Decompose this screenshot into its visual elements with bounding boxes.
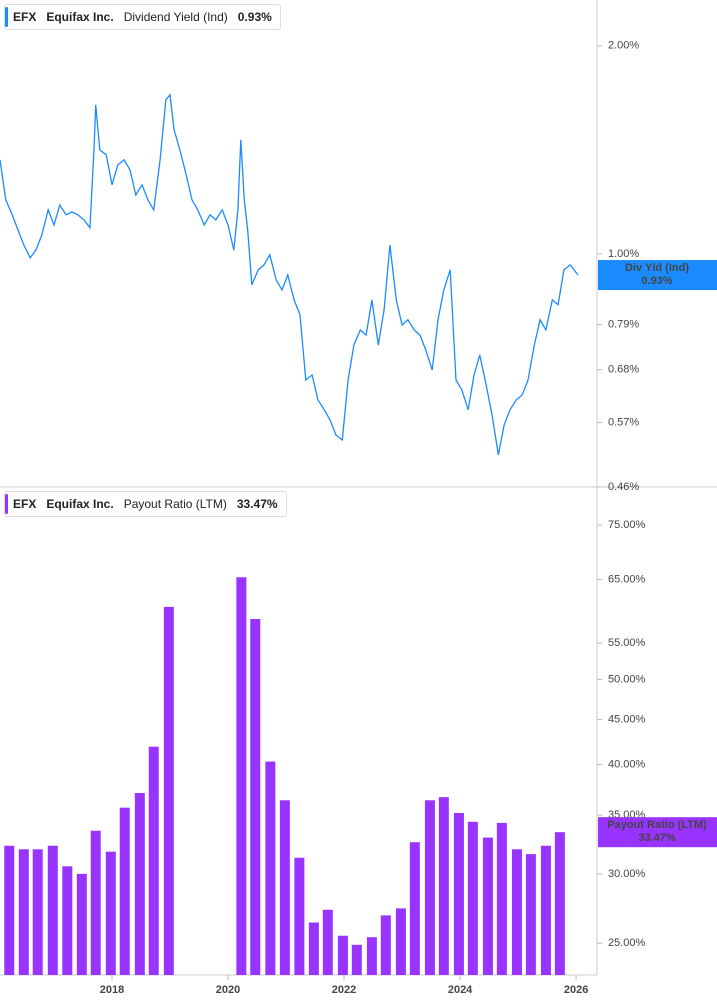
bar: [554, 832, 565, 975]
value-badge: Payout Ratio (LTM)33.47%: [598, 817, 717, 848]
bar: [366, 937, 377, 975]
legend-swatch: [5, 7, 8, 27]
bar: [511, 849, 522, 975]
legend-swatch: [5, 494, 8, 514]
badge-bg: [598, 260, 717, 291]
badge-name: Payout Ratio (LTM): [607, 819, 707, 831]
y-tick-label: 0.68%: [608, 364, 639, 376]
y-tick-label: 40.00%: [608, 758, 646, 770]
y-tick-label: 25.00%: [608, 937, 646, 949]
company: Equifax Inc.: [46, 10, 114, 24]
bar: [380, 915, 391, 975]
bar: [351, 944, 362, 975]
x-tick-label: 2024: [448, 984, 473, 996]
bar: [467, 821, 478, 975]
company: Equifax Inc.: [46, 497, 114, 511]
badge-bg: [598, 817, 717, 848]
bar: [148, 746, 159, 975]
y-tick-label: 0.46%: [608, 481, 639, 493]
value-badge: Div Yld (Ind)0.93%: [598, 260, 717, 291]
y-tick-label: 0.57%: [608, 417, 639, 429]
badge-value: 0.93%: [641, 275, 672, 287]
bar: [438, 797, 449, 975]
y-tick-label: 30.00%: [608, 868, 646, 880]
x-tick-label: 2026: [564, 984, 588, 996]
bar: [236, 577, 247, 975]
bar: [337, 935, 348, 975]
bar: [424, 800, 435, 975]
bar: [76, 873, 87, 975]
bar: [265, 761, 276, 975]
y-tick-label: 75.00%: [608, 519, 646, 531]
bar: [322, 909, 333, 975]
bar: [4, 845, 15, 975]
bar: [395, 908, 406, 975]
bar: [18, 849, 29, 975]
bar: [90, 830, 101, 975]
bar: [525, 854, 536, 975]
x-tick-label: 2022: [332, 984, 356, 996]
bar: [482, 837, 493, 975]
bar: [134, 793, 145, 975]
bar: [453, 813, 464, 975]
bar: [32, 849, 43, 975]
y-tick-label: 1.00%: [608, 248, 639, 260]
y-tick-label: 55.00%: [608, 637, 646, 649]
legend-header: EFX Equifax Inc. Payout Ratio (LTM) 33.4…: [4, 491, 287, 517]
x-tick-label: 2018: [100, 984, 124, 996]
y-tick-label: 65.00%: [608, 573, 646, 585]
bar: [119, 807, 130, 975]
y-tick-label: 45.00%: [608, 713, 646, 725]
badge-name: Div Yld (Ind): [625, 262, 689, 274]
bar: [540, 845, 551, 975]
ticker: EFX: [13, 10, 37, 24]
metric: Payout Ratio (LTM): [123, 497, 227, 511]
bar: [409, 842, 420, 975]
current-value: 0.93%: [237, 10, 272, 24]
bar: [294, 857, 305, 975]
bar: [47, 845, 58, 975]
metric: Dividend Yield (Ind): [123, 10, 228, 24]
bar: [308, 922, 319, 975]
bar: [496, 822, 507, 975]
x-tick-label: 2020: [216, 984, 240, 996]
bar: [250, 619, 261, 975]
legend-header: EFX Equifax Inc. Dividend Yield (Ind) 0.…: [4, 4, 281, 30]
ticker: EFX: [13, 497, 37, 511]
bar: [279, 800, 290, 975]
line: [0, 93, 579, 456]
y-tick-label: 2.00%: [608, 40, 639, 52]
y-tick-label: 50.00%: [608, 673, 646, 685]
bar: [105, 851, 116, 975]
current-value: 33.47%: [236, 497, 278, 511]
badge-value: 33.47%: [638, 832, 676, 844]
y-tick-label: 0.79%: [608, 319, 639, 331]
bar: [62, 866, 73, 975]
bar: [163, 606, 174, 975]
